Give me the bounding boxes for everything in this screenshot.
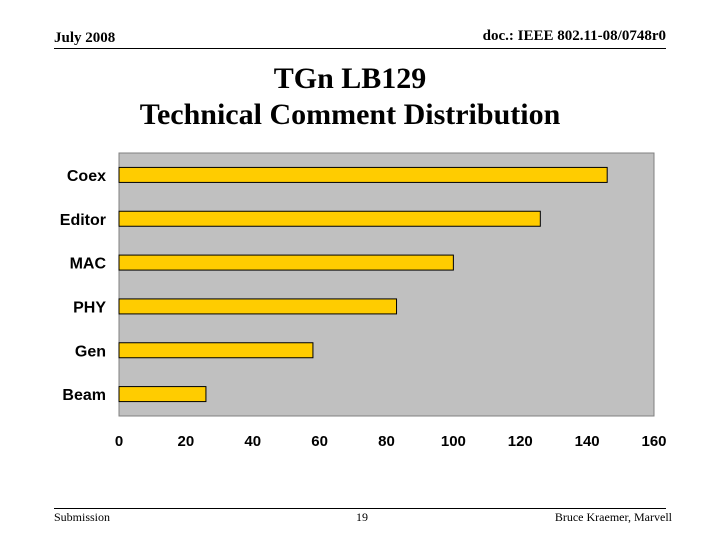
x-tick-label: 100: [441, 433, 466, 450]
bar-phy: [118, 298, 398, 315]
slide-title-line2: Technical Comment Distribution: [139, 98, 561, 131]
slide-title-line1: TGn LB129: [273, 62, 427, 95]
bar-mac: [118, 254, 454, 271]
plot-area: [118, 152, 655, 417]
x-tick-label: 160: [641, 433, 666, 450]
category-label-phy: PHY: [73, 299, 106, 316]
bar-beam: [118, 386, 207, 403]
bar-gen: [118, 342, 314, 359]
footer-rule: [54, 508, 666, 509]
x-tick-label: 60: [311, 433, 328, 450]
x-tick-label: 20: [178, 433, 195, 450]
category-label-mac: MAC: [70, 256, 107, 273]
x-tick-label: 0: [115, 433, 123, 450]
header-rule: [54, 48, 666, 49]
header-doc-id: doc.: IEEE 802.11-08/0748r0: [482, 28, 666, 44]
x-tick-label: 40: [244, 433, 261, 450]
category-label-gen: Gen: [75, 343, 106, 360]
bar-coex: [118, 166, 608, 183]
category-label-editor: Editor: [60, 212, 106, 229]
x-tick-label: 140: [575, 433, 600, 450]
footer-page-number: 19: [356, 510, 368, 524]
category-label-coex: Coex: [67, 168, 106, 185]
header-date: July 2008: [54, 30, 116, 46]
bar-editor: [118, 210, 541, 227]
category-label-beam: Beam: [62, 387, 106, 404]
footer-submission: Submission: [54, 510, 111, 524]
footer-author: Bruce Kraemer, Marvell: [554, 510, 672, 524]
x-tick-label: 120: [508, 433, 533, 450]
x-tick-label: 80: [378, 433, 395, 450]
